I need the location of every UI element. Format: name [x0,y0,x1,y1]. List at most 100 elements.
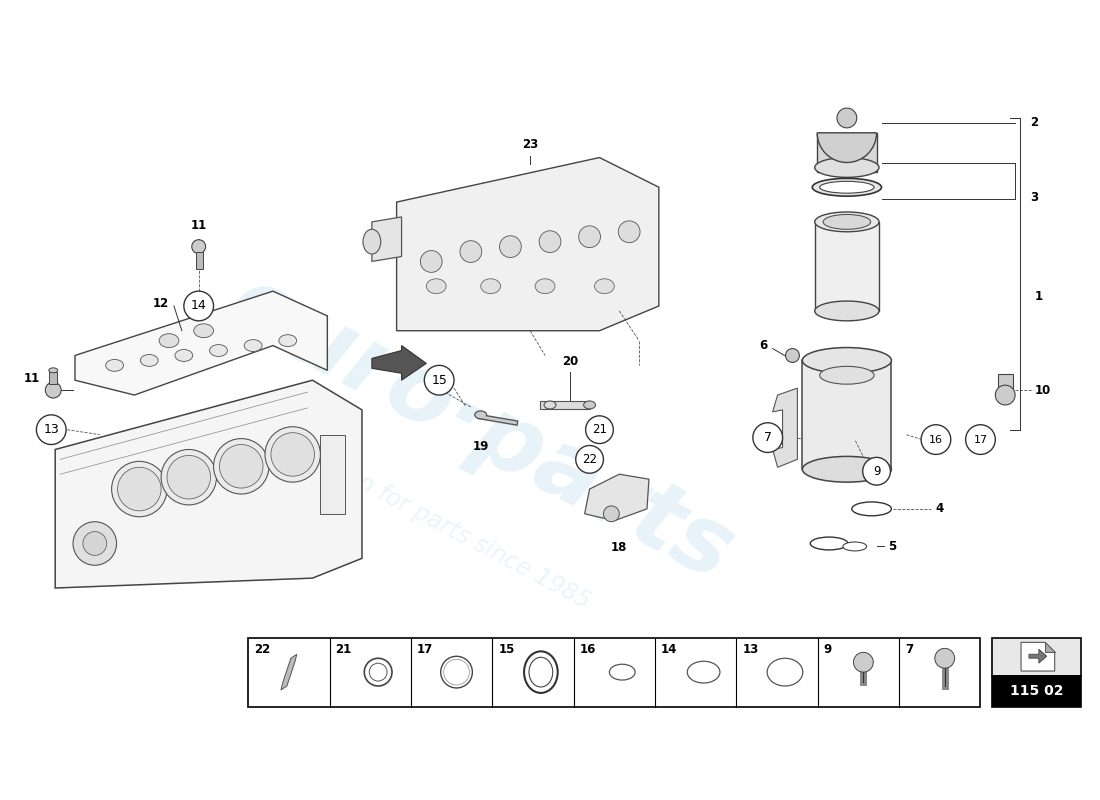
Ellipse shape [48,368,57,373]
Text: 10: 10 [1035,384,1052,397]
Bar [992,675,1081,706]
Text: 1: 1 [1035,290,1043,302]
Text: 2: 2 [1030,117,1038,130]
Bar [817,133,877,172]
Circle shape [935,648,955,668]
Ellipse shape [843,542,867,551]
Circle shape [73,522,117,566]
Bar [802,361,891,470]
Ellipse shape [160,334,179,347]
Text: 11: 11 [24,372,41,385]
Text: 9: 9 [824,643,832,656]
Polygon shape [1045,642,1055,652]
Polygon shape [280,654,297,690]
Circle shape [420,250,442,272]
Circle shape [443,659,470,685]
Ellipse shape [811,537,848,550]
Text: 13: 13 [43,423,59,436]
Text: 18: 18 [612,541,627,554]
Ellipse shape [767,658,803,686]
Text: 14: 14 [661,643,678,656]
Ellipse shape [427,278,447,294]
Text: 11: 11 [190,218,207,232]
Wedge shape [817,133,877,162]
Bar [992,638,1081,675]
Ellipse shape [544,401,556,409]
Text: 5: 5 [889,540,896,553]
Text: 22: 22 [582,453,597,466]
Ellipse shape [584,401,595,409]
Polygon shape [372,217,402,262]
Circle shape [220,445,263,488]
Circle shape [837,108,857,128]
Text: a passion for parts since 1985: a passion for parts since 1985 [268,424,594,613]
Text: 17: 17 [417,643,433,656]
Circle shape [604,506,619,522]
Ellipse shape [812,178,881,196]
Ellipse shape [194,324,213,338]
Circle shape [585,416,614,443]
Circle shape [36,415,66,445]
Text: 21: 21 [592,423,607,436]
Ellipse shape [802,347,891,374]
Text: 6: 6 [759,339,768,352]
Ellipse shape [175,350,192,362]
Text: euro·parts: euro·parts [212,258,749,602]
Text: 4: 4 [936,502,944,515]
Circle shape [191,240,206,254]
Circle shape [184,291,213,321]
Circle shape [452,667,462,677]
Bar [815,222,879,311]
Text: 14: 14 [190,299,207,313]
Ellipse shape [594,278,614,294]
Text: 17: 17 [974,434,988,445]
Circle shape [785,349,800,362]
Text: 16: 16 [928,434,943,445]
Ellipse shape [815,158,879,178]
Ellipse shape [475,411,486,419]
Polygon shape [1028,650,1047,663]
Circle shape [161,450,217,505]
Circle shape [265,426,320,482]
Circle shape [441,656,472,688]
Text: 19: 19 [473,439,488,453]
Circle shape [862,458,890,485]
Text: 7: 7 [905,643,913,656]
Circle shape [996,385,1015,405]
Text: 23: 23 [522,138,538,150]
Ellipse shape [363,230,381,254]
Ellipse shape [688,662,719,683]
Text: 21: 21 [336,643,352,656]
Text: 16: 16 [580,643,596,656]
Ellipse shape [609,664,635,680]
Text: 15: 15 [498,643,515,656]
Bar [196,251,202,270]
Circle shape [448,663,465,681]
Circle shape [213,438,270,494]
Circle shape [921,425,950,454]
Circle shape [539,230,561,253]
Circle shape [618,221,640,242]
Polygon shape [55,380,362,588]
Bar [50,372,57,384]
Circle shape [966,425,996,454]
Circle shape [460,241,482,262]
Text: 15: 15 [431,374,447,386]
Ellipse shape [141,354,158,366]
Text: 20: 20 [562,355,578,368]
Ellipse shape [815,212,879,232]
Text: 3: 3 [1030,190,1038,204]
Circle shape [579,226,601,248]
Ellipse shape [820,366,874,384]
Circle shape [271,433,315,476]
Circle shape [370,663,387,681]
Ellipse shape [529,658,552,687]
Circle shape [82,532,107,555]
Bar [999,374,1013,394]
Ellipse shape [815,301,879,321]
Ellipse shape [210,345,228,357]
Bar [320,434,345,514]
Ellipse shape [244,340,262,351]
Text: 13: 13 [742,643,759,656]
Ellipse shape [802,457,891,482]
